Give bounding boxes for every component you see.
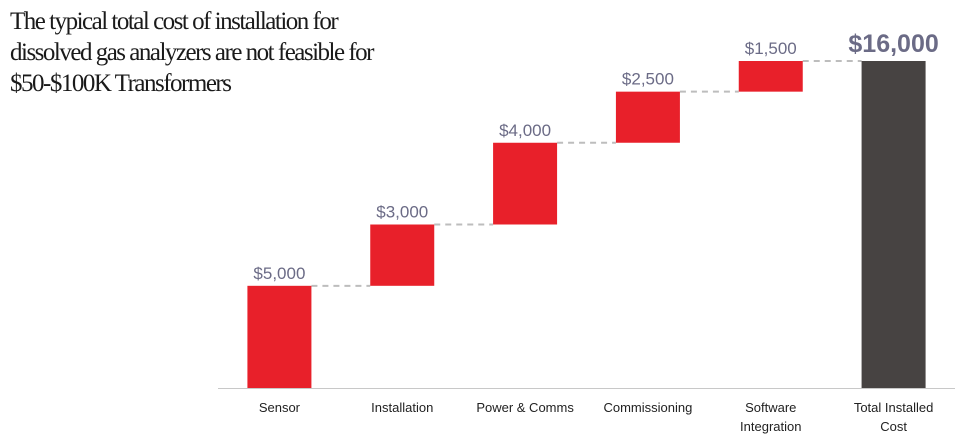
category-label-5: Total Installed Cost <box>854 400 934 434</box>
bar-2 <box>493 142 558 225</box>
connector-lines <box>311 60 862 287</box>
category-label-1: Installation <box>371 400 433 415</box>
title-line-1: The typical total cost of installation f… <box>10 8 339 35</box>
bar-0 <box>247 285 312 388</box>
value-labels-group: $5,000 $3,000 $4,000 $2,500 $1,500 $16,000 <box>253 30 938 283</box>
category-label-4: Software Integration <box>740 400 801 434</box>
category-label-3: Commissioning <box>603 400 692 415</box>
bar-1 <box>370 224 435 286</box>
bar-4 <box>738 61 803 92</box>
category-labels-group: Sensor Installation Power & Comms Commissio… <box>259 400 934 434</box>
value-label-2: $4,000 <box>499 121 551 140</box>
value-label-0: $5,000 <box>253 264 305 283</box>
value-label-3: $2,500 <box>622 70 674 89</box>
category-label-0: Sensor <box>259 400 301 415</box>
title-line-3: $50-$100K Transformers <box>10 70 232 97</box>
value-label-1: $3,000 <box>376 203 428 222</box>
category-label-2: Power & Comms <box>476 400 574 415</box>
title-line-2: dissolved gas analyzers are not feasible… <box>10 39 375 66</box>
bar-total <box>861 61 926 388</box>
bars-group <box>247 61 926 388</box>
chart-title: The typical total cost of installation f… <box>10 6 570 99</box>
value-label-total: $16,000 <box>848 30 938 58</box>
value-label-4: $1,500 <box>745 39 797 58</box>
bar-3 <box>615 91 680 143</box>
